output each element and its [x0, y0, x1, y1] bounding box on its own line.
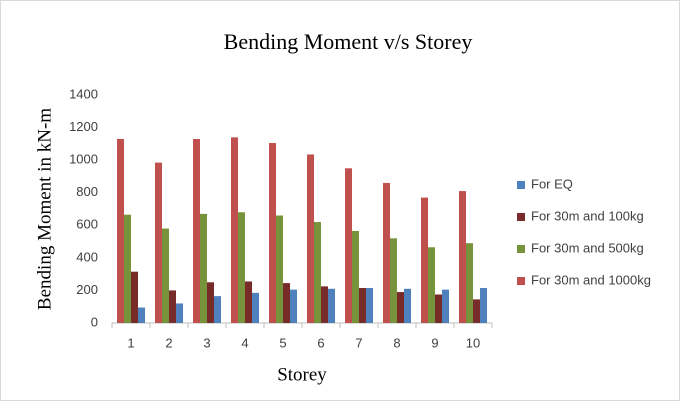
bar — [366, 287, 373, 323]
y-tick-label: 800 — [76, 184, 98, 199]
bar — [214, 296, 221, 323]
bar — [321, 286, 328, 323]
bar — [421, 197, 428, 323]
legend-swatch — [517, 181, 525, 189]
x-tick-label: 1 — [127, 335, 134, 350]
bar — [352, 230, 359, 323]
bar — [459, 191, 466, 323]
bar — [466, 243, 473, 323]
bar — [252, 292, 259, 323]
legend-label: For 30m and 100kg — [531, 208, 644, 223]
y-tick-label: 600 — [76, 217, 98, 232]
bar — [238, 212, 245, 323]
x-tick-label: 10 — [466, 335, 480, 350]
y-axis-label: Bending Moment in kN-m — [34, 108, 55, 310]
legend-label: For EQ — [531, 176, 573, 191]
bar — [124, 214, 131, 323]
legend-swatch — [517, 213, 525, 221]
x-tick-label: 5 — [279, 335, 286, 350]
bar — [138, 307, 145, 323]
x-tick-label: 2 — [165, 335, 172, 350]
y-tick-label: 1200 — [69, 119, 98, 134]
x-tick-label: 9 — [431, 335, 438, 350]
bar — [359, 287, 366, 323]
bar — [207, 282, 214, 323]
x-tick-label: 6 — [317, 335, 324, 350]
bar — [404, 288, 411, 323]
y-tick-label: 1000 — [69, 152, 98, 167]
y-tick-label: 1400 — [69, 86, 98, 101]
bar — [169, 290, 176, 323]
bar — [276, 215, 283, 323]
bar — [131, 271, 138, 323]
bar — [307, 154, 314, 323]
legend-swatch — [517, 245, 525, 253]
bar — [428, 247, 435, 323]
bar — [442, 289, 449, 323]
x-tick-label: 8 — [393, 335, 400, 350]
bar — [269, 143, 276, 323]
legend-label: For 30m and 1000kg — [531, 272, 651, 287]
legend-label: For 30m and 500kg — [531, 240, 644, 255]
legend-swatch — [517, 277, 525, 285]
bar — [245, 281, 252, 323]
y-tick-label: 200 — [76, 282, 98, 297]
bar — [345, 168, 352, 323]
bar — [435, 294, 442, 323]
bar — [155, 162, 162, 323]
x-tick-label: 4 — [241, 335, 248, 350]
bar — [383, 182, 390, 323]
bar — [390, 238, 397, 323]
x-tick-label: 7 — [355, 335, 362, 350]
y-tick-label: 400 — [76, 249, 98, 264]
bar — [176, 303, 183, 323]
y-tick-label: 0 — [91, 314, 98, 329]
bar — [283, 283, 290, 323]
bar — [473, 299, 480, 323]
bar — [200, 213, 207, 323]
bar — [397, 292, 404, 323]
bar — [314, 222, 321, 323]
x-axis-label: Storey — [277, 364, 327, 385]
chart-title: Bending Moment v/s Storey — [224, 29, 473, 54]
bar — [193, 138, 200, 323]
bar — [231, 137, 238, 323]
x-tick-label: 3 — [203, 335, 210, 350]
bar — [117, 138, 124, 323]
bar — [480, 287, 487, 323]
bar — [290, 289, 297, 323]
bar — [328, 288, 335, 323]
bar — [162, 228, 169, 323]
